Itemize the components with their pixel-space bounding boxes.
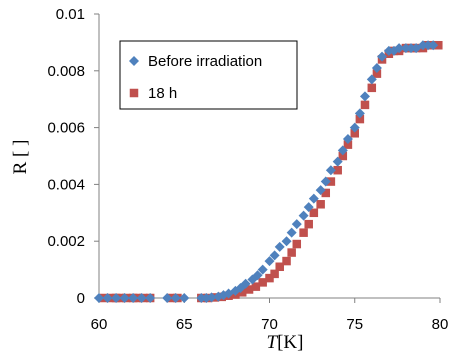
data-point xyxy=(303,202,314,213)
data-point xyxy=(162,293,173,303)
data-point xyxy=(264,256,275,267)
data-point xyxy=(275,262,284,272)
data-point xyxy=(377,51,388,62)
data-point xyxy=(286,227,297,238)
data-point xyxy=(258,278,267,287)
data-point xyxy=(338,151,348,161)
data-point xyxy=(383,45,394,56)
data-point xyxy=(265,273,274,283)
data-point xyxy=(343,140,353,149)
data-point xyxy=(326,177,336,186)
data-point xyxy=(308,193,319,204)
data-point xyxy=(428,40,439,51)
data-point xyxy=(111,293,122,303)
data-point xyxy=(355,114,365,124)
data-point xyxy=(269,250,280,261)
data-point xyxy=(244,285,254,294)
x-tick-label: 80 xyxy=(432,316,449,333)
data-point xyxy=(371,62,382,73)
data-point xyxy=(394,43,405,54)
data-point xyxy=(282,256,291,266)
x-axis-title: T[K] xyxy=(267,332,304,353)
data-point xyxy=(206,292,217,303)
data-point xyxy=(333,165,342,175)
x-tick-label: 60 xyxy=(91,316,108,333)
x-ticks: 60 65 70 75 80 xyxy=(91,298,449,333)
y-tick-label: 0.002 xyxy=(47,233,85,250)
data-point xyxy=(252,270,263,281)
y-ticks: 0 0.002 0.004 0.006 0.008 0.01 xyxy=(47,6,99,307)
data-point xyxy=(354,108,365,119)
data-point xyxy=(196,293,207,303)
data-point xyxy=(349,122,360,133)
data-point xyxy=(321,188,331,198)
data-point xyxy=(128,293,139,303)
data-point xyxy=(274,241,285,252)
data-point xyxy=(423,40,434,51)
data-point xyxy=(342,133,353,144)
data-point xyxy=(179,293,190,303)
data-point xyxy=(304,219,313,229)
y-tick-label: 0 xyxy=(77,290,85,307)
data-point xyxy=(247,274,258,285)
data-point xyxy=(316,200,325,209)
data-point xyxy=(240,278,251,289)
data-point xyxy=(251,282,261,291)
data-point xyxy=(257,264,268,275)
y-tick-label: 0.01 xyxy=(56,6,85,23)
series-diamond xyxy=(94,40,439,303)
data-point xyxy=(145,293,156,303)
data-point xyxy=(406,43,417,54)
data-point xyxy=(359,91,370,102)
y-axis-title: R [ ] xyxy=(10,140,31,175)
legend: Before irradiation 18 h xyxy=(119,40,298,110)
data-point xyxy=(350,129,359,138)
data-point xyxy=(320,176,331,187)
x-tick-label: 65 xyxy=(176,316,193,333)
data-point xyxy=(325,165,336,176)
data-point xyxy=(366,74,377,85)
data-point xyxy=(309,208,319,218)
legend-label: Before irradiation xyxy=(148,53,262,70)
data-point xyxy=(292,239,302,249)
y-tick-label: 0.008 xyxy=(47,63,85,80)
x-axis-title-symbol: T xyxy=(267,332,279,353)
data-point xyxy=(360,100,370,110)
data-point xyxy=(170,293,181,303)
data-point xyxy=(237,288,247,297)
data-point xyxy=(417,40,428,51)
data-point xyxy=(287,248,296,257)
data-point xyxy=(400,43,411,54)
data-point xyxy=(337,145,348,156)
x-axis-title-unit: [K] xyxy=(277,332,303,353)
data-point xyxy=(434,40,443,50)
legend-label: 18 h xyxy=(148,85,177,102)
data-point xyxy=(270,269,279,279)
data-point xyxy=(94,293,104,303)
data-point xyxy=(372,69,382,78)
legend-items: Before irradiation 18 h xyxy=(129,53,262,102)
x-tick-label: 70 xyxy=(261,316,278,333)
data-point xyxy=(281,236,292,247)
data-point xyxy=(332,156,343,167)
series-layer xyxy=(94,40,443,303)
legend-marker xyxy=(129,56,139,66)
legend-marker xyxy=(129,88,139,98)
data-point xyxy=(299,228,308,237)
data-point xyxy=(136,293,147,303)
y-tick-label: 0.004 xyxy=(47,176,85,193)
data-point xyxy=(367,83,377,93)
x-tick-label: 75 xyxy=(346,316,363,333)
data-point xyxy=(315,185,326,196)
data-point xyxy=(119,293,130,303)
legend-box xyxy=(119,40,298,110)
data-point xyxy=(298,210,309,221)
y-tick-label: 0.006 xyxy=(47,120,85,137)
data-point xyxy=(102,293,113,303)
data-point xyxy=(291,219,302,230)
